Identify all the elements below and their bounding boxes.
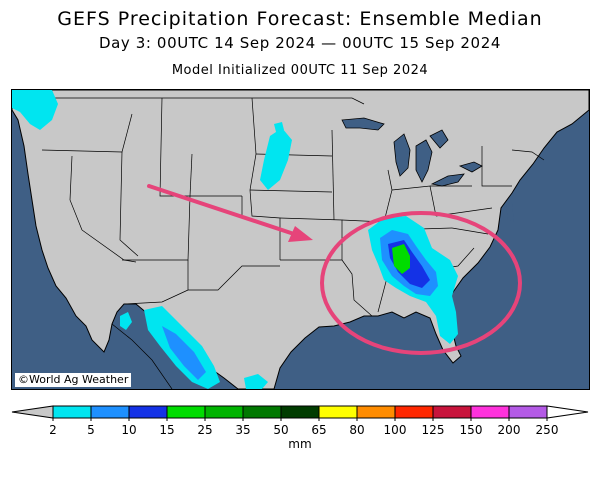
precip-areas xyxy=(12,90,458,389)
colorbar-tick-label: 50 xyxy=(273,423,288,437)
colorbar-swatch xyxy=(90,405,130,419)
colorbar-swatch xyxy=(356,405,396,419)
colorbar-tick-label: 150 xyxy=(460,423,483,437)
precip-pacific-nw xyxy=(12,90,58,130)
map-canvas xyxy=(12,90,589,389)
annotations xyxy=(147,184,522,355)
credit-label: ©World Ag Weather xyxy=(15,373,132,387)
colorbar-tick-label: 65 xyxy=(311,423,326,437)
colorbar-tick-label: 10 xyxy=(121,423,136,437)
boundaries xyxy=(27,97,545,389)
precip-southeast-max xyxy=(392,244,410,274)
colorbar-swatch xyxy=(280,405,320,419)
colorbar-swatch xyxy=(470,405,510,419)
annotation-ellipse xyxy=(320,211,522,355)
colorbar-unit: mm xyxy=(288,437,312,451)
colorbar-tick-label: 200 xyxy=(498,423,521,437)
annotation-arrow-line xyxy=(147,184,296,236)
precipitation-map: ©World Ag Weather xyxy=(11,89,590,390)
annotation-arrow-head xyxy=(288,226,313,242)
colorbar-tick-label: 80 xyxy=(349,423,364,437)
precip-baja xyxy=(120,312,132,330)
colorbar-tick-label: 5 xyxy=(87,423,95,437)
model-init-time: Model Initialized 00UTC 11 Sep 2024 xyxy=(171,63,429,78)
colorbar-swatch xyxy=(394,405,434,419)
precip-gulf-small xyxy=(244,374,268,389)
colorbar-tick-label: 2 xyxy=(49,423,57,437)
colorbar-swatch xyxy=(128,405,168,419)
chesapeake xyxy=(506,202,514,222)
precip-colorbar: 2 5 10 15 25 35 50 65 80 100 125 150 200 250 xyxy=(11,405,589,437)
great-lakes xyxy=(341,117,483,187)
forecast-period: Day 3: 00UTC 14 Sep 2024 — 00UTC 15 Sep … xyxy=(98,34,501,52)
precip-plains xyxy=(260,128,292,190)
colorbar-tick-label: 250 xyxy=(536,423,559,437)
colorbar-swatch xyxy=(432,405,472,419)
colorbar-tick-label: 35 xyxy=(235,423,250,437)
chart-title: GEFS Precipitation Forecast: Ensemble Me… xyxy=(57,8,543,30)
colorbar-swatch xyxy=(52,405,92,419)
colorbar-swatch xyxy=(318,405,358,419)
colorbar-swatch xyxy=(242,405,282,419)
colorbar-tick-label: 100 xyxy=(384,423,407,437)
colorbar-swatch xyxy=(508,405,548,419)
precip-mexico-pacific-mid xyxy=(162,326,206,380)
colorbar-tick-label: 15 xyxy=(159,423,174,437)
colorbar-under-triangle xyxy=(11,405,54,419)
colorbar-swatch xyxy=(166,405,206,419)
colorbar-tick-label: 125 xyxy=(422,423,445,437)
colorbar-tick-label: 25 xyxy=(197,423,212,437)
precip-plains-small xyxy=(274,122,284,132)
colorbar-swatch xyxy=(204,405,244,419)
colorbar-over-triangle xyxy=(546,405,589,419)
